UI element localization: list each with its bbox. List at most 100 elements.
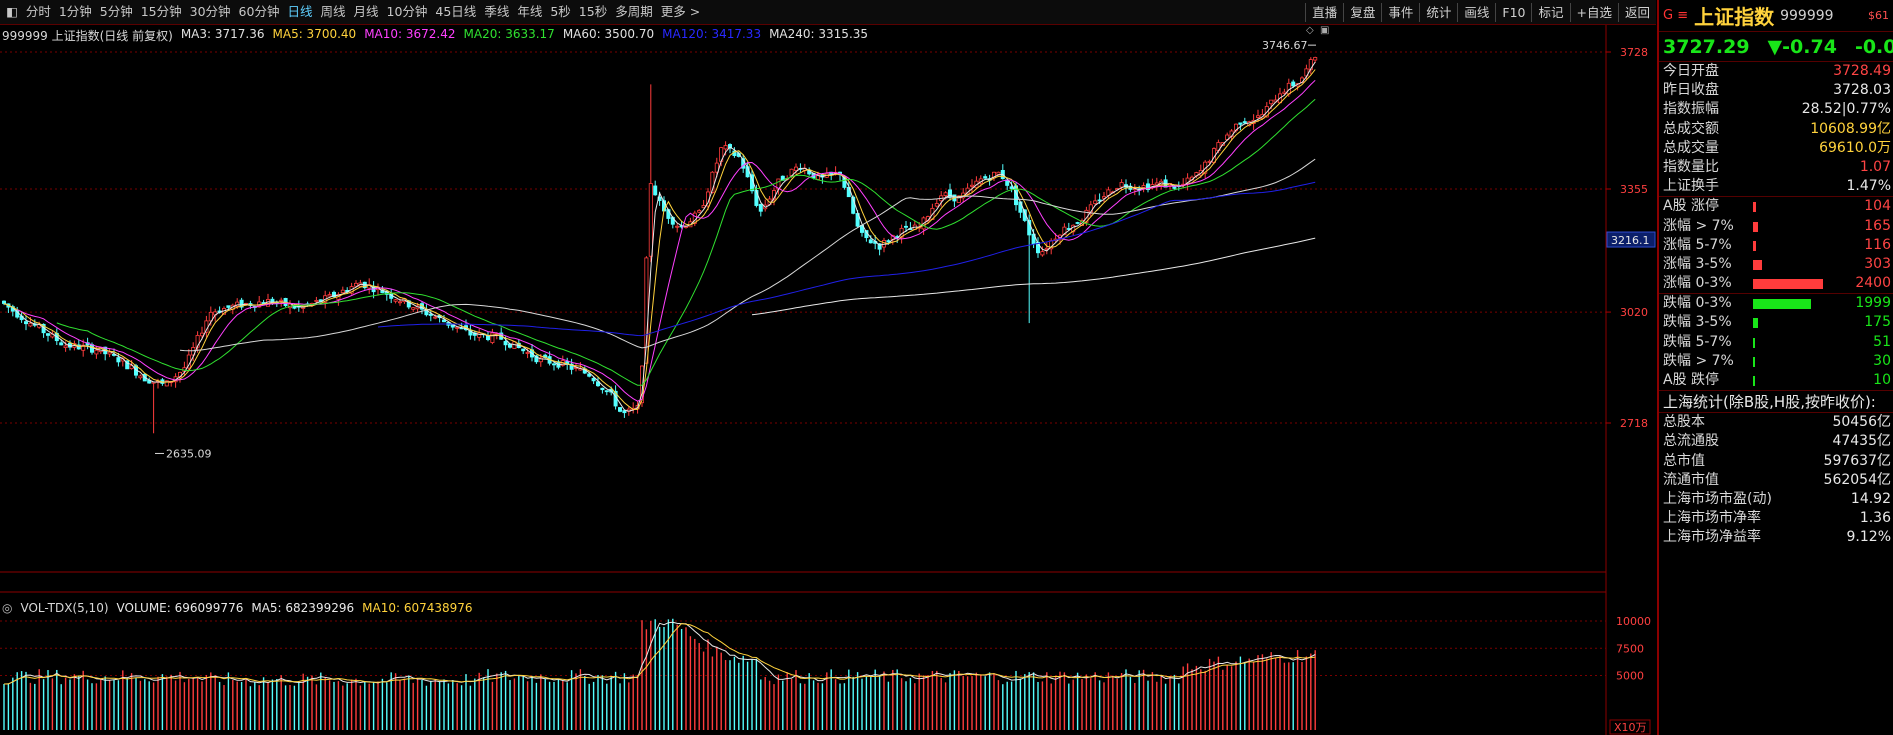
period-tab[interactable]: 分时 bbox=[25, 4, 51, 19]
toolbar-actions: 直播 复盘 事件 统计 画线 F10 标记 +自选 返回 bbox=[1305, 3, 1656, 22]
period-tab[interactable]: 45日线 bbox=[435, 4, 477, 19]
ma-legend-item: MA10: 3672.42 bbox=[364, 27, 456, 41]
distribution-row: 涨幅 0-3% 2400 bbox=[1659, 274, 1893, 293]
distribution-row: 涨幅 5-7% 116 bbox=[1659, 236, 1893, 255]
candle-body bbox=[534, 355, 539, 363]
row-value: 597637亿 bbox=[1823, 452, 1891, 469]
candle-body bbox=[1238, 122, 1243, 125]
distribution-row: A股 涨停 104 bbox=[1659, 197, 1893, 216]
cursor-price-label: 3216.1 bbox=[1611, 234, 1650, 247]
period-tab[interactable]: 更多 > bbox=[660, 4, 701, 19]
volume-legend: ◎ VOL-TDX(5,10) VOLUME: 696099776 MA5: 6… bbox=[2, 601, 481, 615]
row-label: 流通市值 bbox=[1663, 471, 1719, 488]
kline-chart-area[interactable]: 3728 3355 3020 2718 10000 7500 5000 X10万 3216.1 3… bbox=[0, 25, 1656, 735]
volume-ma10: MA10: 607438976 bbox=[362, 601, 473, 615]
period-tab[interactable]: 10分钟 bbox=[386, 4, 428, 19]
period-tab[interactable]: 15分钟 bbox=[140, 4, 182, 19]
distribution-row: 涨幅 > 7% 165 bbox=[1659, 217, 1893, 236]
period-tab[interactable]: 15秒 bbox=[578, 4, 608, 19]
toolbar-button[interactable]: 事件 bbox=[1381, 3, 1419, 22]
candle-body bbox=[90, 344, 95, 353]
distribution-bar bbox=[1753, 299, 1812, 310]
toolbar-button[interactable]: 复盘 bbox=[1343, 3, 1381, 22]
candle-body bbox=[723, 145, 728, 150]
distribution-label: 跌幅 5-7% bbox=[1663, 333, 1732, 350]
period-tab[interactable]: 多周期 bbox=[615, 4, 653, 19]
period-tab[interactable]: 5秒 bbox=[550, 4, 571, 19]
chart-title: 999999 上证指数(日线 前复权) bbox=[2, 29, 173, 43]
period-tab[interactable]: 季线 bbox=[484, 4, 510, 19]
volume-indicator-icon: ◎ bbox=[2, 601, 13, 615]
ma-legend: MA3: 3717.36 MA5: 3700.40 MA10: 3672.42 MA2… bbox=[181, 27, 876, 44]
period-tab[interactable]: 日线 bbox=[287, 4, 313, 19]
candle-body bbox=[59, 342, 64, 346]
distribution-row: 涨幅 3-5% 303 bbox=[1659, 255, 1893, 274]
candle-body bbox=[191, 347, 196, 356]
ma-legend-item: MA20: 3633.17 bbox=[463, 27, 555, 41]
distribution-row: A股 跌停 10 bbox=[1659, 371, 1893, 390]
candle-body bbox=[107, 351, 112, 355]
period-tab[interactable]: 1分钟 bbox=[58, 4, 92, 19]
volume-indicator[interactable]: VOL-TDX(5,10) bbox=[20, 601, 109, 615]
toolbar-button[interactable]: +自选 bbox=[1569, 3, 1618, 22]
distribution-value: 303 bbox=[1864, 255, 1891, 272]
period-tab[interactable]: 30分钟 bbox=[189, 4, 231, 19]
ma-legend-item: MA120: 3417.33 bbox=[662, 27, 762, 41]
candle-body bbox=[46, 333, 51, 336]
candle-body bbox=[433, 316, 438, 319]
g-menu-icon[interactable]: G ≡ bbox=[1663, 8, 1689, 23]
candle-body bbox=[1291, 81, 1296, 87]
volume-tick-label: 7500 bbox=[1616, 642, 1644, 655]
toolbar-button[interactable]: 统计 bbox=[1419, 3, 1457, 22]
quote-row: 总成交量 69610.0万 bbox=[1659, 139, 1893, 158]
candle-body bbox=[600, 387, 605, 391]
candle-body bbox=[1075, 222, 1080, 224]
volume-tick-label: 10000 bbox=[1616, 615, 1651, 628]
row-label: 上证换手 bbox=[1663, 178, 1719, 195]
volume-tick-label: 5000 bbox=[1616, 670, 1644, 683]
distribution-label: A股 跌停 bbox=[1663, 372, 1720, 388]
candle-body bbox=[1093, 200, 1098, 204]
ma240-line bbox=[751, 237, 1316, 316]
price-change-pct: -0.02% bbox=[1854, 35, 1893, 58]
row-value: 3728.03 bbox=[1833, 82, 1891, 99]
candle-body bbox=[2, 300, 7, 304]
candle-body bbox=[1119, 182, 1124, 188]
toolbar-button[interactable]: 标记 bbox=[1531, 3, 1569, 22]
distribution-bar bbox=[1753, 279, 1823, 290]
ma-legend-item: MA3: 3717.36 bbox=[180, 27, 265, 41]
period-tab[interactable]: 60分钟 bbox=[238, 4, 280, 19]
distribution-label: 涨幅 5-7% bbox=[1663, 236, 1732, 253]
candle-body bbox=[503, 341, 508, 346]
row-value: 10608.99亿 bbox=[1810, 120, 1891, 137]
volume-ma5: MA5: 682399296 bbox=[251, 601, 355, 615]
candle-body bbox=[455, 327, 460, 329]
toolbar-button[interactable]: F10 bbox=[1495, 3, 1531, 22]
period-tab[interactable]: 月线 bbox=[353, 4, 379, 19]
toolbar-button[interactable]: 画线 bbox=[1457, 3, 1495, 22]
current-price: 3727.29 bbox=[1663, 35, 1750, 58]
distribution-row: 跌幅 > 7% 30 bbox=[1659, 352, 1893, 371]
quote-row: 总成交额 10608.99亿 bbox=[1659, 120, 1893, 139]
period-tab[interactable]: 年线 bbox=[517, 4, 543, 19]
stats-title: 上海统计(除B股,H股,按昨收价): bbox=[1659, 391, 1893, 414]
candle-body bbox=[1027, 219, 1032, 236]
index-code: 999999 bbox=[1780, 7, 1834, 24]
candle-body bbox=[94, 349, 99, 355]
volume-ma10-line bbox=[3, 622, 1316, 685]
price-change: ▼-0.74 bbox=[1767, 35, 1837, 58]
period-tab[interactable]: 5分钟 bbox=[99, 4, 133, 19]
candle-body bbox=[886, 240, 891, 243]
distribution-bar bbox=[1753, 259, 1762, 270]
toolbar-button[interactable]: 直播 bbox=[1305, 3, 1343, 22]
candle-body bbox=[622, 410, 627, 414]
kline-chart[interactable]: 3728 3355 3020 2718 10000 7500 5000 X10万 3216.1 3… bbox=[0, 25, 1656, 735]
window-control-icon[interactable]: ◧ bbox=[6, 4, 18, 19]
toolbar-button[interactable]: 返回 bbox=[1617, 3, 1656, 22]
candle-body bbox=[411, 307, 416, 310]
candle-body bbox=[226, 305, 231, 308]
period-tab[interactable]: 周线 bbox=[320, 4, 346, 19]
candle-body bbox=[1036, 241, 1041, 254]
quote-row: 上海市场市盈(动) 14.92 bbox=[1659, 490, 1893, 509]
distribution-value: 116 bbox=[1864, 236, 1891, 253]
